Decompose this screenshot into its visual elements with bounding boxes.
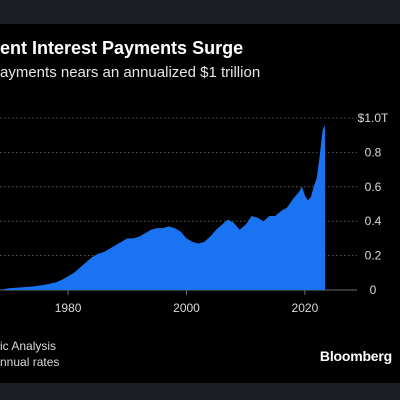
x-tick-label: 1980 [55, 301, 82, 315]
y-tick-label: 0.2 [365, 249, 382, 263]
bloomberg-logo: Bloomberg [319, 348, 392, 364]
x-axis-ticks: 1980 2000 2020 [55, 290, 319, 315]
y-tick-label: 0.8 [365, 145, 382, 159]
source-note: ic Analysis [0, 339, 57, 353]
chart-subtitle: ayments nears an annualized $1 trillion [0, 64, 261, 81]
bottom-border-band [0, 383, 400, 400]
y-tick-label: $1.0T [358, 111, 389, 125]
x-tick-label: 2000 [173, 301, 200, 315]
y-tick-label: 0 [370, 283, 377, 297]
top-border-band [0, 0, 400, 24]
y-tick-label: 0.4 [365, 214, 382, 228]
chart-title: ent Interest Payments Surge [0, 38, 244, 58]
rate-note: nnual rates [0, 355, 60, 369]
series-area [0, 124, 326, 290]
y-tick-label: 0.6 [365, 180, 382, 194]
x-tick-label: 2020 [292, 301, 319, 315]
interest-payments-area [0, 124, 326, 290]
y-axis-ticks: 0 0.2 0.4 0.6 0.8 $1.0T [358, 111, 389, 297]
